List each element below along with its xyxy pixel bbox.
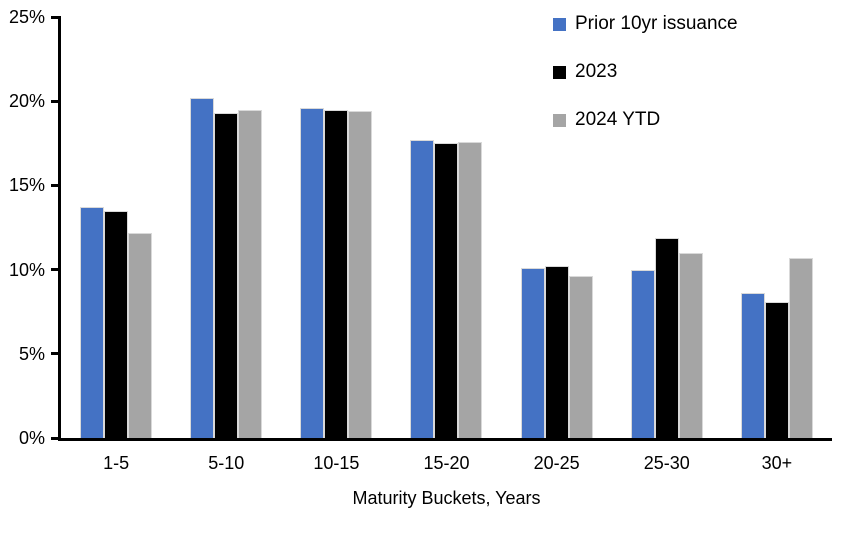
y-axis-tick-label: 5% [18,343,45,364]
bar-2023-25-30 [654,237,679,438]
legend-item-2024-ytd: 2024 YTD [553,110,738,130]
bar-prior-10yr-issuance-20-25 [520,267,545,438]
y-axis-tick-label: 0% [18,428,45,448]
bar-2024-ytd-1-5 [128,232,153,438]
bar-2024-ytd-5-10 [238,109,263,438]
bar-2023-30+ [764,301,789,438]
legend: Prior 10yr issuance 2023 2024 YTD [553,14,738,158]
y-axis-tick-label: 20% [8,91,45,112]
y-axis-tick [51,352,61,356]
bar-2024-ytd-30+ [788,257,813,438]
plot-area: 0% 5% 10% 15% 20% 25% [9,7,832,448]
x-axis-title: Maturity Buckets, Years [352,488,541,508]
x-category-label-20-25: 20-25 [533,453,580,473]
bar-group-30+ [722,17,832,438]
x-category-label-10-15: 10-15 [313,453,360,473]
bar-2023-20-25 [544,266,569,438]
y-axis-tick [51,183,61,187]
bar-2024-ytd-25-30 [678,252,703,438]
legend-label: 2023 [575,61,618,82]
bar-group-10-15 [281,17,391,438]
bar-2024-ytd-10-15 [348,111,373,438]
bar-group-15-20 [391,17,501,438]
bar-prior-10yr-issuance-10-15 [300,107,325,438]
bar-2023-1-5 [104,210,129,438]
bar-group-1-5 [61,17,171,438]
legend-item-2023: 2023 [553,62,738,82]
bar-group-25-30 [612,17,722,438]
y-axis-tick [51,436,61,440]
legend-swatch-prior-10yr-issuance [553,17,566,31]
bar-prior-10yr-issuance-5-10 [190,97,215,438]
bar-2024-ytd-15-20 [458,141,483,438]
bar-prior-10yr-issuance-25-30 [630,269,655,438]
x-category-label-15-20: 15-20 [423,453,470,473]
x-category-label-1-5: 1-5 [103,453,130,473]
bar-prior-10yr-issuance-15-20 [410,139,435,438]
bars-container [61,17,832,438]
legend-label: Prior 10yr issuance [575,13,738,34]
y-axis-tick-label: 15% [8,175,45,196]
bar-2024-ytd-20-25 [568,276,593,438]
legend-swatch-2024-ytd [553,113,566,127]
bar-2023-15-20 [434,143,459,438]
bar-group-20-25 [502,17,612,438]
y-axis-tick [51,15,61,19]
x-category-label-25-30: 25-30 [643,453,690,473]
y-axis-tick-label: 10% [8,259,45,280]
y-axis-tick [51,99,61,103]
bar-group-5-10 [171,17,281,438]
x-category-label-30+: 30+ [761,453,793,473]
y-axis-tick-label: 25% [8,7,45,27]
legend-item-prior-10yr-issuance: Prior 10yr issuance [553,14,738,34]
legend-label: 2024 YTD [575,109,661,130]
bar-prior-10yr-issuance-1-5 [80,207,105,438]
legend-swatch-2023 [553,65,566,79]
x-category-label-5-10: 5-10 [208,453,245,473]
x-axis-category-labels: 1-5 5-10 10-15 15-20 20-25 25-30 30+ [61,452,832,474]
bar-2023-5-10 [214,113,239,438]
bar-2023-10-15 [324,109,349,438]
y-axis-tick [51,268,61,272]
bar-prior-10yr-issuance-30+ [740,293,765,438]
